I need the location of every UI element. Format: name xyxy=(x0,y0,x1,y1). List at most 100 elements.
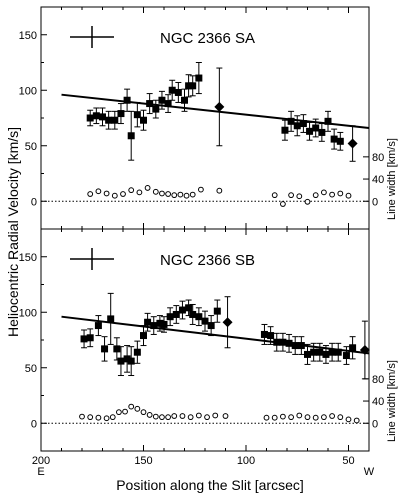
velocity-point xyxy=(113,345,121,353)
line-width-point xyxy=(140,409,147,416)
line-width-point xyxy=(152,413,159,420)
velocity-point xyxy=(94,322,102,330)
line-width-point xyxy=(116,409,122,416)
line-width-point xyxy=(144,185,151,191)
line-width-point xyxy=(87,414,94,421)
line-width-point xyxy=(271,414,278,421)
line-width-point xyxy=(177,191,184,198)
velocity-point xyxy=(117,110,125,118)
line-width-point xyxy=(195,412,202,419)
velocity-point xyxy=(152,105,160,113)
velocity-point xyxy=(312,124,320,132)
velocity-point xyxy=(174,88,182,96)
y-tick-label: 150 xyxy=(19,252,37,264)
velocity-point xyxy=(105,116,113,124)
x-axis-title: Position along the Slit [arcsec] xyxy=(116,477,304,493)
velocity-point xyxy=(86,114,94,122)
line-width-point xyxy=(288,192,295,199)
velocity-point xyxy=(342,352,350,360)
line-width-point xyxy=(152,188,159,195)
velocity-point xyxy=(86,334,94,342)
line-width-point xyxy=(321,414,327,421)
velocity-point xyxy=(195,74,203,82)
line-width-point xyxy=(353,417,360,424)
velocity-point xyxy=(123,96,131,104)
line-width-point xyxy=(189,191,196,198)
velocity-point xyxy=(168,86,176,94)
velocity-point xyxy=(99,113,106,121)
right-tick-label: 40 xyxy=(372,174,384,186)
line-width-point xyxy=(337,414,344,421)
panel-1: 0 50 100 150 0 40 80 Line width [km/s] NGC 2366 … xyxy=(19,6,398,230)
line-width-point xyxy=(304,198,311,205)
line-width-point xyxy=(171,192,178,199)
velocity-point xyxy=(273,338,281,346)
panel-2: 0 50 100 150 0 40 80 Line width [km/s] 200 150 100… xyxy=(19,228,398,467)
velocity-point xyxy=(133,348,141,356)
line-width-point xyxy=(109,414,116,421)
velocity-point xyxy=(334,348,342,356)
line-width-point xyxy=(87,191,94,197)
line-width-point xyxy=(312,414,319,421)
line-width-point xyxy=(128,403,135,410)
velocity-point xyxy=(189,310,197,318)
line-width-point xyxy=(95,414,102,421)
velocity-point xyxy=(140,116,147,124)
line-width-point xyxy=(171,413,178,419)
velocity-point xyxy=(160,320,168,328)
line-width-point xyxy=(146,412,153,418)
x-tick-label: 50 xyxy=(342,455,354,467)
line-width-axis-title: Line width [km/s] xyxy=(386,360,398,442)
line-width-point xyxy=(321,189,327,196)
velocity-point xyxy=(123,355,131,363)
velocity-point xyxy=(310,348,318,356)
velocity-point xyxy=(260,330,268,338)
velocity-point xyxy=(117,357,125,365)
right-tick-label: 80 xyxy=(372,152,384,164)
line-width-point xyxy=(280,201,286,207)
velocity-point xyxy=(328,348,336,356)
velocity-point xyxy=(166,313,174,321)
velocity-point xyxy=(172,310,180,318)
line-width-point xyxy=(111,192,118,199)
west-direction-label: W xyxy=(364,466,375,478)
velocity-point xyxy=(316,348,324,356)
line-width-point xyxy=(122,408,128,415)
y-tick-label: 0 xyxy=(31,418,37,430)
velocity-point xyxy=(322,350,330,358)
y-tick-label: 50 xyxy=(25,363,37,375)
x-tick-label: 200 xyxy=(32,455,50,467)
y-tick-label: 0 xyxy=(31,196,37,208)
line-width-point xyxy=(280,413,286,420)
velocity-point xyxy=(181,96,188,104)
velocity-point xyxy=(207,322,215,330)
velocity-diamond-point xyxy=(214,101,225,112)
velocity-point xyxy=(213,307,221,315)
velocity-point xyxy=(133,111,141,119)
velocity-point xyxy=(297,342,305,350)
velocity-point xyxy=(293,122,301,130)
line-width-point xyxy=(128,187,135,194)
legend-label: NGC 2366 SB xyxy=(160,252,255,269)
right-tick-label: 40 xyxy=(372,396,384,408)
east-direction-label: E xyxy=(37,466,44,478)
line-width-point xyxy=(134,405,141,412)
line-width-point xyxy=(204,414,210,421)
velocity-point xyxy=(279,338,287,346)
velocity-point xyxy=(195,313,203,321)
velocity-point xyxy=(185,304,193,312)
line-width-point xyxy=(79,413,85,420)
velocity-point xyxy=(80,335,88,343)
line-width-point xyxy=(183,192,190,199)
line-width-point xyxy=(136,189,143,196)
line-width-point xyxy=(103,415,110,422)
velocity-point xyxy=(107,315,115,323)
x-tick-label: 100 xyxy=(237,455,255,467)
line-width-point xyxy=(263,414,270,421)
line-width-point xyxy=(329,191,336,198)
velocity-diamond-point xyxy=(222,317,233,328)
velocity-point xyxy=(336,137,344,145)
velocity-point xyxy=(267,332,275,340)
velocity-point xyxy=(178,306,186,314)
